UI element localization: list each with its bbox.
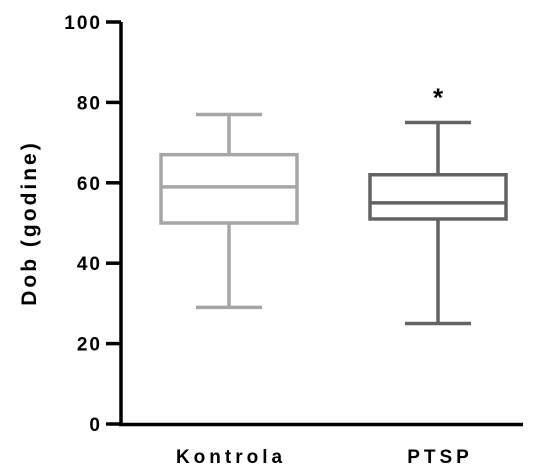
y-tick-label: 80: [77, 93, 102, 114]
x-tick-labels: Kontrola PTSP: [176, 447, 473, 468]
box-kontrola: [159, 112, 299, 310]
iqr-box: [159, 152, 299, 225]
y-ticks: 0 20 40 60 80 100: [64, 13, 121, 436]
y-tick-label: 60: [77, 174, 102, 195]
significance-asterisk: *: [433, 82, 444, 112]
y-tick-label: 40: [77, 254, 102, 275]
annotations: *: [433, 82, 444, 112]
y-tick-label: 20: [77, 335, 102, 356]
y-tick-label: 0: [89, 415, 102, 436]
iqr-box: [368, 173, 508, 221]
x-tick-label: Kontrola: [176, 447, 286, 468]
y-axis-title: Dob (godine): [18, 140, 41, 305]
boxes: [159, 112, 508, 326]
x-tick-label: PTSP: [407, 447, 473, 468]
axes: 0 20 40 60 80 100: [64, 13, 523, 436]
box-ptsp: [368, 120, 508, 326]
y-tick-label: 100: [64, 13, 102, 34]
